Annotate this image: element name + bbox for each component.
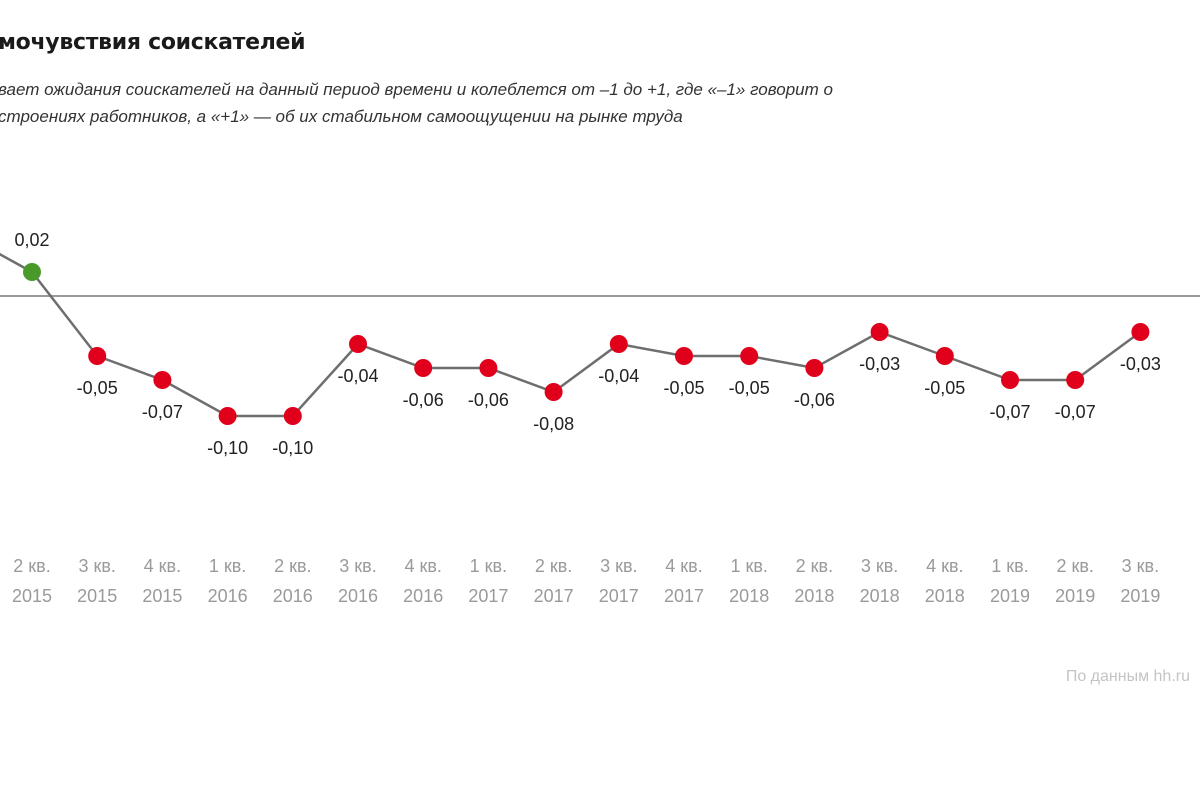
x-tick-year: 2018 xyxy=(729,586,769,606)
data-point xyxy=(153,371,172,389)
data-label: -0,05 xyxy=(729,378,770,398)
data-label: -0,07 xyxy=(989,402,1030,422)
data-label: -0,05 xyxy=(77,378,118,398)
subtitle-line-2: строениях работников, а «+1» — об их ста… xyxy=(0,107,683,126)
data-label: -0,03 xyxy=(859,354,900,374)
data-label: -0,07 xyxy=(142,402,183,422)
x-tick-year: 2019 xyxy=(990,586,1030,606)
data-point xyxy=(1131,323,1150,341)
source-note: По данным hh.ru xyxy=(1065,668,1190,685)
data-label: -0,03 xyxy=(1120,354,1161,374)
x-tick-quarter: 2 кв. xyxy=(535,556,572,576)
x-tick-year: 2018 xyxy=(925,586,965,606)
data-label: 0,02 xyxy=(14,230,49,250)
x-tick-year: 2017 xyxy=(534,586,574,606)
data-point xyxy=(740,347,759,365)
x-tick-year: 2018 xyxy=(860,586,900,606)
data-point xyxy=(1066,371,1085,389)
x-tick-year: 2017 xyxy=(468,586,508,606)
x-tick-year: 2019 xyxy=(1120,586,1160,606)
data-label: -0,08 xyxy=(533,414,574,434)
x-tick-quarter: 1 кв. xyxy=(991,556,1028,576)
data-point xyxy=(935,347,954,365)
data-point xyxy=(283,407,302,425)
data-label: -0,06 xyxy=(794,390,835,410)
x-tick-quarter: 2 кв. xyxy=(13,556,50,576)
x-tick-quarter: 3 кв. xyxy=(78,556,115,576)
data-point xyxy=(479,359,498,377)
x-tick-year: 2015 xyxy=(77,586,117,606)
x-tick-year: 2019 xyxy=(1055,586,1095,606)
x-tick-quarter: 4 кв. xyxy=(926,556,963,576)
data-point xyxy=(805,359,824,377)
data-label: -0,04 xyxy=(337,366,378,386)
data-label: -0,06 xyxy=(403,390,444,410)
x-tick-quarter: 4 кв. xyxy=(144,556,181,576)
x-tick-year: 2016 xyxy=(273,586,313,606)
series-line xyxy=(0,252,1142,418)
x-tick-year: 2015 xyxy=(142,586,182,606)
data-point xyxy=(349,335,367,353)
x-tick-year: 2016 xyxy=(208,586,248,606)
data-label: -0,10 xyxy=(272,438,313,458)
data-label: -0,06 xyxy=(468,390,509,410)
data-point xyxy=(609,335,628,353)
data-point xyxy=(218,407,237,425)
data-label: -0,05 xyxy=(663,378,704,398)
data-point xyxy=(1001,371,1019,389)
data-point xyxy=(675,347,693,365)
subtitle-line-1: вает ожидания соискателей на данный пери… xyxy=(0,80,833,99)
data-point xyxy=(23,263,41,281)
data-point xyxy=(414,359,433,377)
x-tick-quarter: 1 кв. xyxy=(470,556,507,576)
x-tick-year: 2018 xyxy=(794,586,834,606)
data-point xyxy=(870,323,889,341)
chart-title: мочувствия соискателей xyxy=(0,30,306,55)
x-tick-year: 2017 xyxy=(664,586,704,606)
x-tick-quarter: 3 кв. xyxy=(861,556,898,576)
data-label: -0,07 xyxy=(1055,402,1096,422)
data-label: -0,04 xyxy=(598,366,639,386)
x-tick-quarter: 4 кв. xyxy=(665,556,702,576)
x-tick-quarter: 4 кв. xyxy=(404,556,441,576)
chart-subtitle: вает ожидания соискателей на данный пери… xyxy=(0,76,833,130)
x-tick-quarter: 1 кв. xyxy=(730,556,767,576)
x-tick-quarter: 3 кв. xyxy=(1122,556,1159,576)
x-tick-quarter: 2 кв. xyxy=(274,556,311,576)
x-tick-quarter: 1 кв. xyxy=(209,556,246,576)
x-tick-quarter: 3 кв. xyxy=(339,556,376,576)
x-tick-quarter: 2 кв. xyxy=(1056,556,1093,576)
x-tick-quarter: 3 кв. xyxy=(600,556,637,576)
x-tick-year: 2015 xyxy=(12,586,52,606)
data-label: -0,05 xyxy=(924,378,965,398)
x-tick-year: 2016 xyxy=(338,586,378,606)
data-label: -0,10 xyxy=(207,438,248,458)
x-tick-quarter: 2 кв. xyxy=(796,556,833,576)
data-point xyxy=(544,383,563,401)
x-tick-year: 2016 xyxy=(403,586,443,606)
x-tick-year: 2017 xyxy=(599,586,639,606)
data-point xyxy=(88,347,107,365)
